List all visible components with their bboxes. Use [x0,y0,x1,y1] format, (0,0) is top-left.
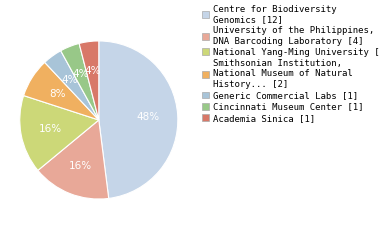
Wedge shape [61,43,99,120]
Text: 4%: 4% [62,75,78,85]
Text: 4%: 4% [73,69,89,79]
Wedge shape [20,96,99,170]
Text: 8%: 8% [49,89,66,99]
Text: 4%: 4% [84,66,101,76]
Wedge shape [24,62,99,120]
Text: 48%: 48% [136,112,159,122]
Wedge shape [38,120,109,199]
Text: 16%: 16% [39,124,62,134]
Wedge shape [79,41,99,120]
Legend: Centre for Biodiversity
Genomics [12], University of the Philippines,
DNA Barcod: Centre for Biodiversity Genomics [12], U… [202,5,380,123]
Text: 16%: 16% [69,161,92,171]
Wedge shape [45,51,99,120]
Wedge shape [99,41,178,198]
